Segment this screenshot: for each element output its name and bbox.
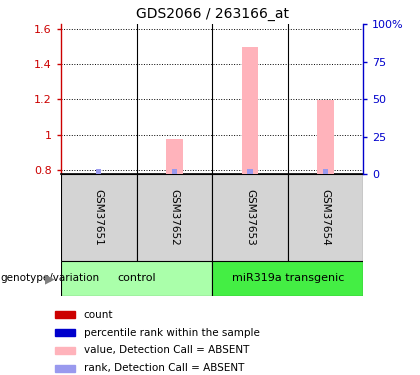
Bar bbox=[55, 329, 75, 336]
Text: miR319a transgenic: miR319a transgenic bbox=[231, 273, 344, 284]
Bar bbox=[55, 311, 75, 318]
Bar bbox=[61, 261, 212, 296]
Text: value, Detection Call = ABSENT: value, Detection Call = ABSENT bbox=[84, 345, 249, 355]
Bar bbox=[61, 174, 136, 261]
Bar bbox=[288, 174, 363, 261]
Text: GSM37653: GSM37653 bbox=[245, 189, 255, 246]
Text: rank, Detection Call = ABSENT: rank, Detection Call = ABSENT bbox=[84, 363, 244, 373]
Text: GSM37651: GSM37651 bbox=[94, 189, 104, 246]
Bar bbox=[96, 170, 101, 174]
Bar bbox=[247, 168, 252, 174]
Text: control: control bbox=[117, 273, 156, 284]
Bar bbox=[212, 261, 363, 296]
Bar bbox=[212, 174, 288, 261]
Bar bbox=[55, 347, 75, 354]
Text: count: count bbox=[84, 310, 113, 320]
Title: GDS2066 / 263166_at: GDS2066 / 263166_at bbox=[136, 7, 289, 21]
Bar bbox=[136, 174, 212, 261]
Text: ▶: ▶ bbox=[45, 272, 54, 285]
Bar bbox=[166, 139, 183, 174]
Bar bbox=[317, 100, 334, 174]
Text: percentile rank within the sample: percentile rank within the sample bbox=[84, 327, 260, 338]
Text: genotype/variation: genotype/variation bbox=[1, 273, 100, 284]
Bar bbox=[323, 169, 328, 174]
Text: GSM37652: GSM37652 bbox=[169, 189, 179, 246]
Bar bbox=[172, 169, 177, 174]
Bar bbox=[55, 364, 75, 372]
Text: GSM37654: GSM37654 bbox=[320, 189, 331, 246]
Bar bbox=[241, 47, 258, 174]
